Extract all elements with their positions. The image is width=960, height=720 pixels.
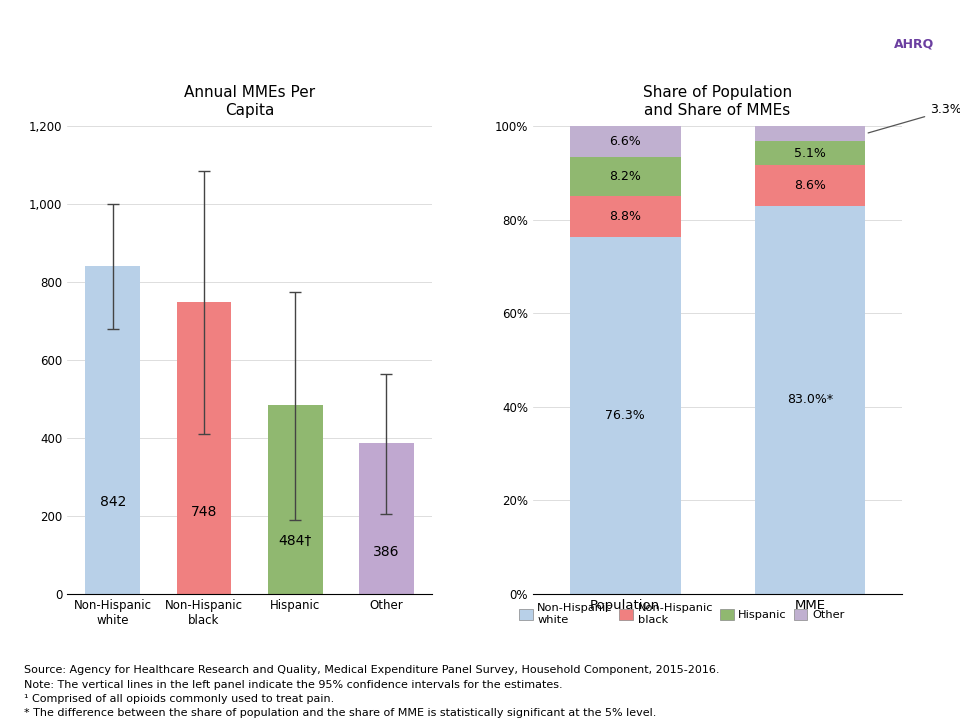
Ellipse shape xyxy=(809,7,899,90)
Bar xyxy=(570,127,681,158)
Bar xyxy=(177,302,231,594)
Text: 5.1%: 5.1% xyxy=(794,147,826,160)
Text: 748: 748 xyxy=(191,505,217,519)
Bar xyxy=(570,237,681,594)
Text: Figure 3b: Annual Morphine Milligram Equivalents (MMEs) of outpatient prescripti: Figure 3b: Annual Morphine Milligram Equ… xyxy=(34,24,734,73)
Title: Annual MMEs Per
Capita: Annual MMEs Per Capita xyxy=(184,86,315,118)
Text: 386: 386 xyxy=(373,545,399,559)
Text: 3.3%*: 3.3%* xyxy=(868,103,960,133)
Text: Agency for Healthcare
Research and Quality: Agency for Healthcare Research and Quali… xyxy=(879,63,949,73)
Bar xyxy=(755,205,866,594)
Bar xyxy=(570,158,681,196)
Text: 8.8%: 8.8% xyxy=(610,210,641,222)
Legend: Non-Hispanic
white, Non-Hispanic
black, Hispanic, Other: Non-Hispanic white, Non-Hispanic black, … xyxy=(519,603,844,625)
Bar xyxy=(755,126,866,141)
Text: 6.6%: 6.6% xyxy=(610,135,641,148)
Text: 76.3%: 76.3% xyxy=(606,409,645,422)
Bar xyxy=(570,196,681,237)
Text: Source: Agency for Healthcare Research and Quality, Medical Expenditure Panel Su: Source: Agency for Healthcare Research a… xyxy=(24,665,719,720)
Bar xyxy=(359,444,414,594)
Bar xyxy=(85,266,140,594)
Text: 842: 842 xyxy=(100,495,126,509)
Text: 8.2%: 8.2% xyxy=(610,170,641,183)
Text: 83.0%*: 83.0%* xyxy=(787,393,833,406)
Text: 8.6%: 8.6% xyxy=(794,179,826,192)
Title: Share of Population
and Share of MMEs: Share of Population and Share of MMEs xyxy=(643,86,792,118)
Bar xyxy=(755,141,866,166)
Bar xyxy=(755,166,866,205)
Text: AHRQ: AHRQ xyxy=(894,37,934,50)
Text: 484†: 484† xyxy=(278,534,312,548)
Bar xyxy=(268,405,323,594)
